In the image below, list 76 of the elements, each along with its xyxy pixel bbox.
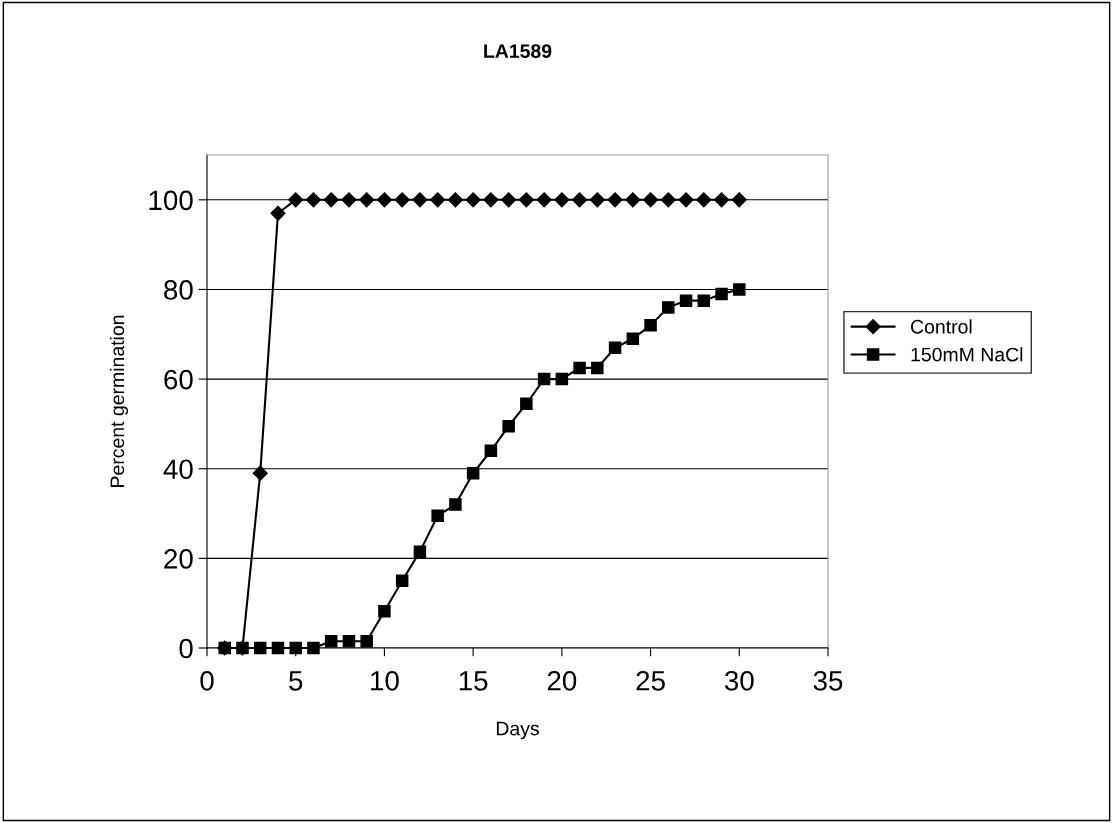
- legend-label: 150mM NaCl: [911, 347, 1023, 362]
- point: [608, 341, 622, 354]
- point: [324, 635, 338, 648]
- point: [376, 192, 392, 208]
- point: [342, 635, 356, 648]
- point: [270, 205, 286, 221]
- point: [660, 192, 676, 208]
- y-axis-title: Percent germination: [109, 315, 129, 487]
- point: [307, 641, 320, 655]
- x-tick-label: 15: [459, 671, 488, 691]
- point: [289, 641, 302, 655]
- point: [412, 192, 428, 208]
- point: [449, 498, 462, 511]
- point: [733, 283, 746, 296]
- point: [360, 635, 373, 648]
- point: [713, 192, 730, 208]
- point: [465, 192, 481, 208]
- y-tick-label: 100: [149, 190, 193, 211]
- y-tick-label: 80: [164, 280, 193, 300]
- point: [430, 192, 446, 208]
- point: [554, 192, 570, 208]
- y-tick-label: 20: [164, 549, 193, 569]
- point: [678, 192, 694, 208]
- legend-label: Control: [911, 319, 972, 334]
- point: [589, 192, 605, 208]
- point: [626, 332, 640, 346]
- point: [271, 641, 285, 655]
- point: [697, 294, 711, 307]
- chart-title: LA1589: [484, 44, 552, 58]
- point: [537, 372, 551, 386]
- x-tick-label: 0: [200, 670, 214, 691]
- x-tick-label: 5: [289, 671, 303, 691]
- point: [715, 287, 728, 301]
- point: [662, 301, 675, 314]
- y-tick-label: 60: [164, 369, 193, 390]
- point: [218, 641, 231, 655]
- point: [501, 192, 517, 208]
- point: [413, 545, 427, 558]
- point: [288, 192, 304, 208]
- point: [359, 192, 375, 208]
- point: [466, 466, 480, 480]
- point: [520, 397, 533, 410]
- y-tick-label: 40: [163, 459, 193, 480]
- point: [483, 192, 499, 208]
- x-axis-title: Days: [496, 721, 539, 740]
- point: [555, 372, 569, 386]
- point: [591, 361, 604, 375]
- point: [607, 192, 623, 208]
- point: [323, 192, 339, 208]
- point: [696, 192, 712, 208]
- x-tick-label: 10: [371, 670, 399, 691]
- point: [484, 444, 498, 458]
- point: [253, 641, 267, 655]
- x-tick-label: 25: [636, 670, 665, 691]
- y-tick-label: 0: [179, 638, 193, 659]
- point: [305, 192, 322, 208]
- point: [378, 604, 391, 618]
- x-tick-label: 20: [547, 670, 577, 691]
- point: [518, 192, 534, 208]
- x-tick-label: 35: [813, 670, 843, 691]
- point: [431, 509, 444, 523]
- point: [644, 319, 657, 332]
- point: [536, 192, 552, 208]
- point: [643, 192, 659, 208]
- point: [572, 192, 588, 208]
- point: [502, 419, 515, 433]
- point: [447, 192, 463, 208]
- x-tick-label: 30: [724, 670, 754, 691]
- point: [625, 192, 641, 208]
- point: [394, 192, 410, 208]
- point: [679, 294, 693, 307]
- point: [731, 192, 747, 208]
- point: [573, 361, 586, 375]
- point: [341, 192, 357, 208]
- point: [252, 465, 268, 481]
- point: [395, 574, 409, 588]
